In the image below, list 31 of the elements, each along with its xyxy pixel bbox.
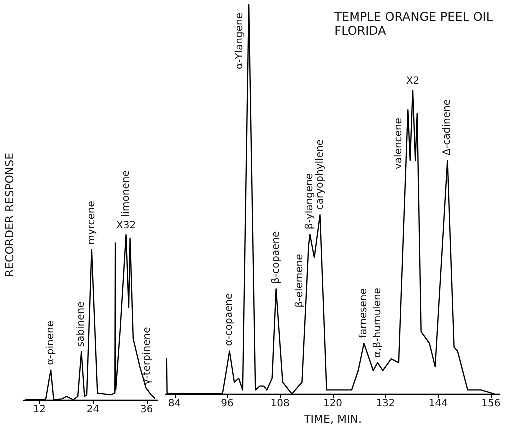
x-tick-label: 144: [428, 398, 448, 410]
x-axis-title: TIME, MIN.: [303, 413, 362, 426]
x-tick-label: 96: [221, 398, 234, 410]
annotation: α-Ylangene: [234, 12, 246, 70]
annotation: α,β-humulene: [372, 288, 384, 358]
annotation: α-copaene: [224, 293, 236, 346]
y-axis-title: RECORDER RESPONSE: [4, 152, 16, 278]
annotation: farnesene: [358, 288, 370, 339]
x-tick-label: 156: [482, 398, 501, 410]
annotation: limonene: [120, 170, 132, 217]
x-tick-label: 24: [86, 404, 100, 416]
x-tick-label: 36: [140, 404, 154, 416]
x-tick-label: 108: [270, 398, 290, 410]
annotation: γ-terpinene: [142, 327, 154, 386]
annotation: α-pinene: [46, 320, 57, 366]
x-tick-label: 12: [33, 404, 46, 416]
annotation: X32: [116, 220, 136, 232]
annotation: myrcene: [86, 201, 98, 245]
annotation: sabinene: [76, 302, 88, 348]
x-tick-label: 132: [376, 398, 396, 410]
annotation: X2: [406, 76, 420, 88]
annotation: caryophyllene: [314, 140, 326, 210]
annotation: β-copaene: [270, 231, 282, 284]
x-tick-label: 84: [168, 398, 182, 410]
annotation: valencene: [394, 118, 405, 170]
annotation: β-elemene: [294, 254, 306, 308]
x-tick-label: 120: [323, 398, 343, 410]
annotation: Δ-cadinene: [442, 99, 454, 156]
chart-title: TEMPLE ORANGE PEEL OIL: [334, 10, 494, 24]
text: FLORIDA: [334, 24, 388, 38]
annotation: β-ylangene: [304, 173, 316, 230]
